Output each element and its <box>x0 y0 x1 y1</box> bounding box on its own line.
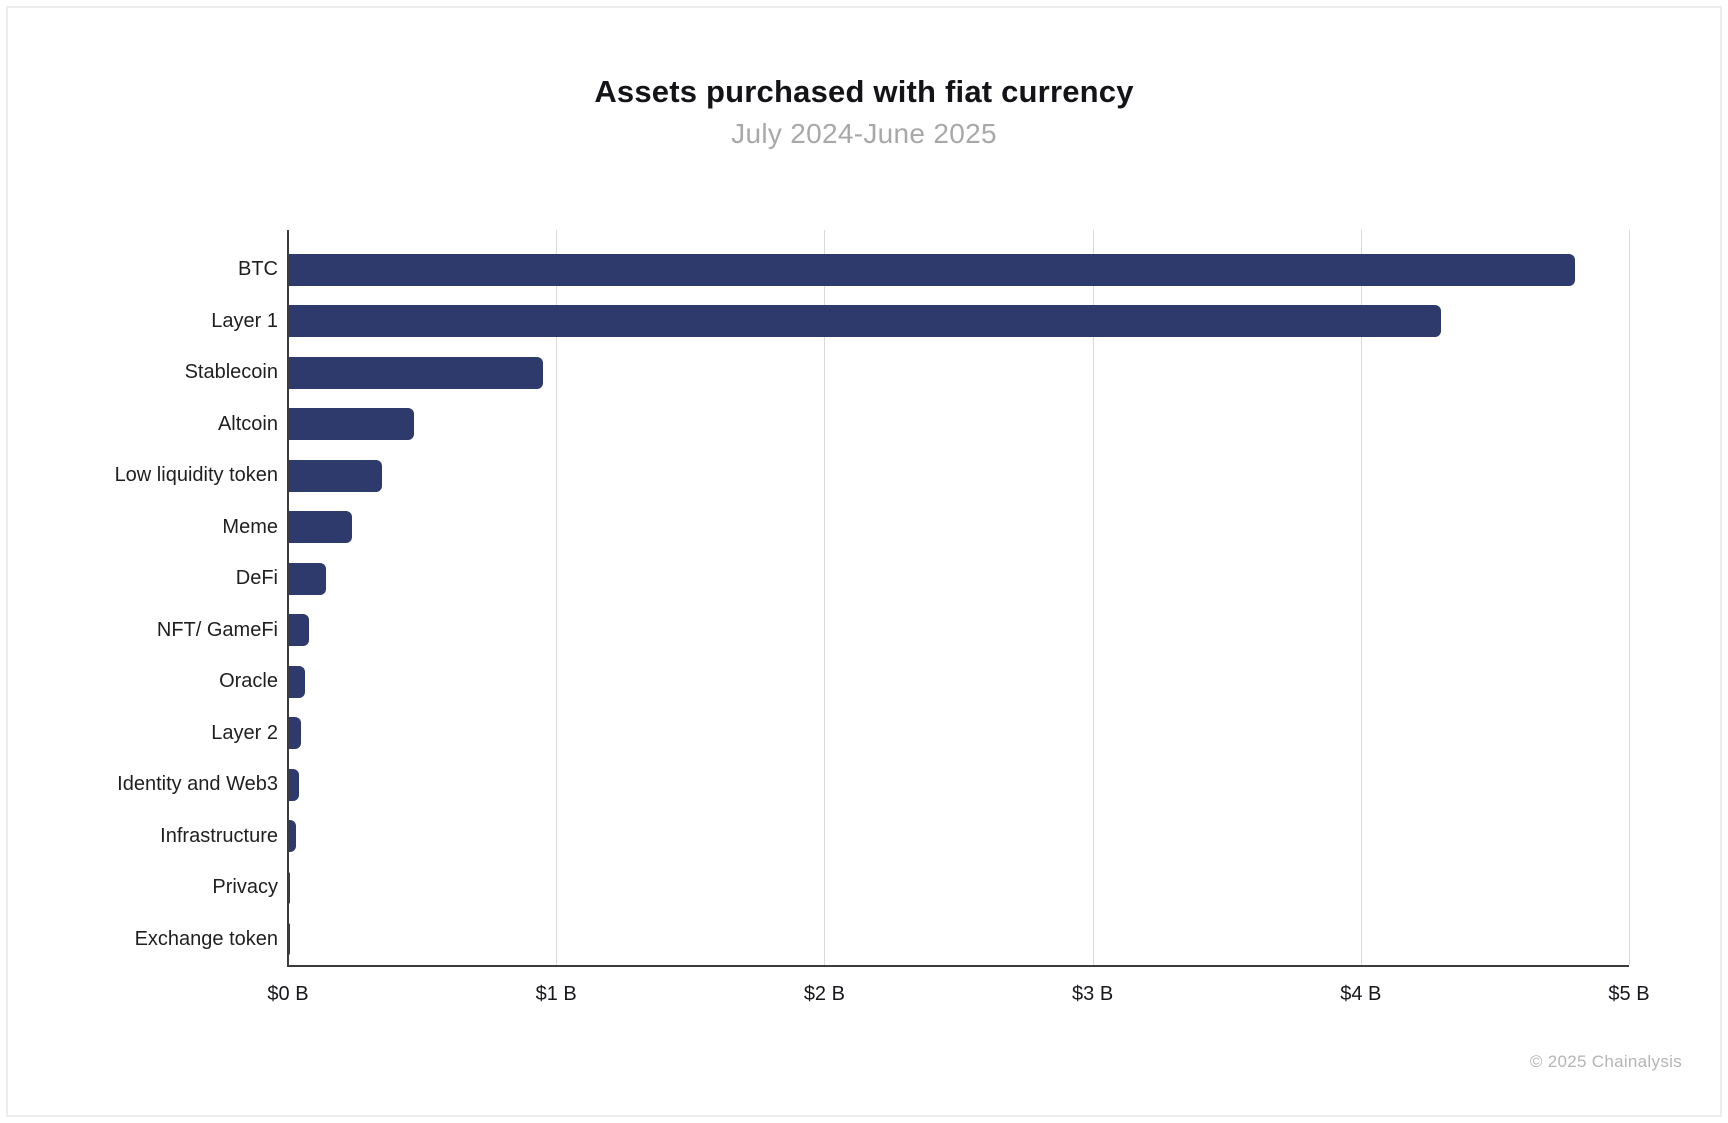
bar-row <box>288 502 1629 554</box>
bar-altcoin <box>288 408 415 441</box>
gridline-$5-B <box>1629 230 1630 965</box>
plot-area <box>287 230 1630 967</box>
x-axis-tick-labels: $0 B $1 B $2 B $3 B $4 B $5 B <box>267 983 1649 1013</box>
bar-oracle <box>288 665 306 698</box>
category-label-defi: DeFi <box>235 567 278 590</box>
category-label-low-liquidity-token: Low liquidity token <box>114 464 278 487</box>
category-label-stablecoin: Stablecoin <box>184 361 278 384</box>
bar-defi <box>288 562 326 595</box>
category-label-privacy: Privacy <box>212 876 278 899</box>
x-tick-label-3: $3 B <box>1072 983 1114 1005</box>
x-tick-label-2: $2 B <box>803 983 845 1005</box>
bar-row <box>288 450 1629 502</box>
bar-layer-2 <box>288 717 302 750</box>
category-label-oracle: Oracle <box>219 670 278 693</box>
x-tick-label-0: $0 B <box>267 983 309 1005</box>
bar-row <box>288 605 1629 657</box>
bar-identity-and-web3 <box>288 768 299 801</box>
category-label-nft-gamefi: NFT/ GameFi <box>156 618 278 641</box>
category-label-layer-1: Layer 1 <box>211 309 278 332</box>
category-label-layer-2: Layer 2 <box>211 721 278 744</box>
bar-row <box>288 244 1629 296</box>
bar-nft-gamefi <box>288 614 310 647</box>
bar-row <box>288 553 1629 605</box>
y-axis-category-labels: BTC Layer 1 Stablecoin Altcoin Low liquidity… <box>0 244 278 965</box>
gridline-$1-B <box>556 230 558 965</box>
x-tick-label-5: $5 B <box>1608 983 1650 1005</box>
copyright-text: © 2025 Chainalysis <box>1529 1052 1682 1071</box>
bar-row <box>288 914 1629 966</box>
bar-infrastructure <box>288 820 297 853</box>
x-tick-label-4: $4 B <box>1340 983 1382 1005</box>
category-label-altcoin: Altcoin <box>217 412 278 435</box>
gridline-$3-B <box>1092 230 1094 965</box>
bar-row <box>288 862 1629 914</box>
category-label-exchange-token: Exchange token <box>134 927 278 950</box>
category-label-btc: BTC <box>238 258 278 281</box>
y-axis-line <box>287 230 289 965</box>
chart-subtitle: July 2024-June 2025 <box>731 118 997 149</box>
bar-row <box>288 347 1629 399</box>
bars-region <box>288 244 1629 965</box>
bar-btc <box>288 253 1576 286</box>
category-label-infrastructure: Infrastructure <box>160 824 278 847</box>
bar-meme <box>288 511 353 544</box>
x-axis-line <box>287 965 1629 967</box>
bar-row <box>288 708 1629 760</box>
bar-layer-1 <box>288 305 1442 338</box>
bar-stablecoin <box>288 356 543 389</box>
bar-row <box>288 656 1629 708</box>
bar-low-liquidity-token <box>288 459 382 492</box>
gridline-$4-B <box>1360 230 1362 965</box>
bar-row <box>288 759 1629 811</box>
bar-row <box>288 811 1629 863</box>
category-label-identity-and-web3: Identity and Web3 <box>117 773 278 796</box>
gridline-$2-B <box>824 230 826 965</box>
bar-row <box>288 399 1629 451</box>
x-tick-label-1: $1 B <box>535 983 577 1005</box>
category-label-meme: Meme <box>222 515 278 538</box>
page-border <box>6 6 1722 1117</box>
bar-row <box>288 296 1629 348</box>
chart-title: Assets purchased with fiat currency <box>594 74 1134 109</box>
